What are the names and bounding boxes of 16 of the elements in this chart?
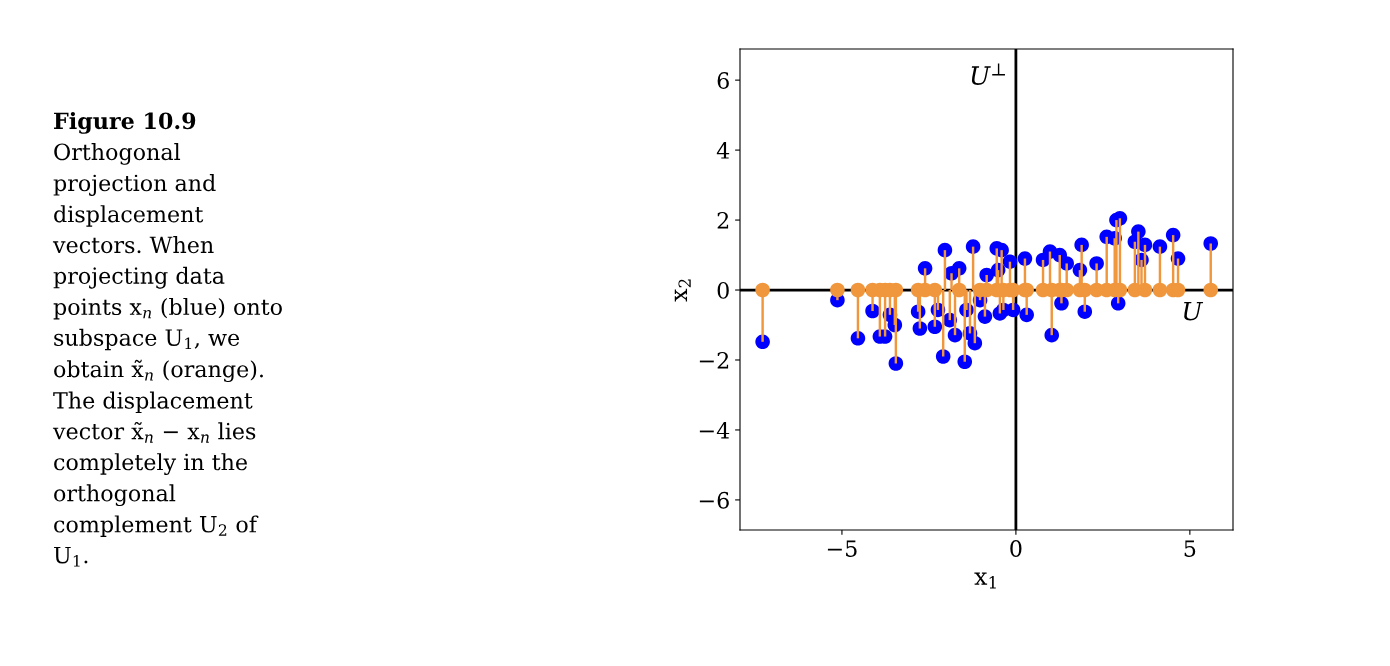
y-axis-title: x$_{2}$ <box>674 279 691 302</box>
y-tick-label: 4 <box>716 142 730 159</box>
text: Orthogonal projection and displacement vectors. When projecting data points x$_{n}$ (blue) onto subspace U$_{1}$, we obtain x̃$_{n}$ (orange). The displacement vector x̃$_{n}$ − x$_{n}$ lies completely in the orthogonal complement U$_{2}$ of U$_{1}$. <box>52 143 282 567</box>
ref-line-label: U <box>1184 301 1204 321</box>
x-tick-label: −5 <box>827 540 857 557</box>
y-tick-label: −4 <box>699 421 730 439</box>
y-tick-label: −6 <box>699 491 729 509</box>
ref-line-label: U$^{⊥}$ <box>971 63 1005 85</box>
y-tick-label: −2 <box>699 351 729 369</box>
x-tick-label: 0 <box>1010 540 1022 557</box>
y-tick-label: 0 <box>717 281 729 299</box>
y-tick-label: 6 <box>717 72 729 89</box>
y-tick-label: 2 <box>717 212 729 229</box>
x-axis-title: x$_{1}$ <box>974 572 996 589</box>
text: Figure 10.9 <box>54 112 196 134</box>
x-tick-label: 5 <box>1184 540 1196 557</box>
